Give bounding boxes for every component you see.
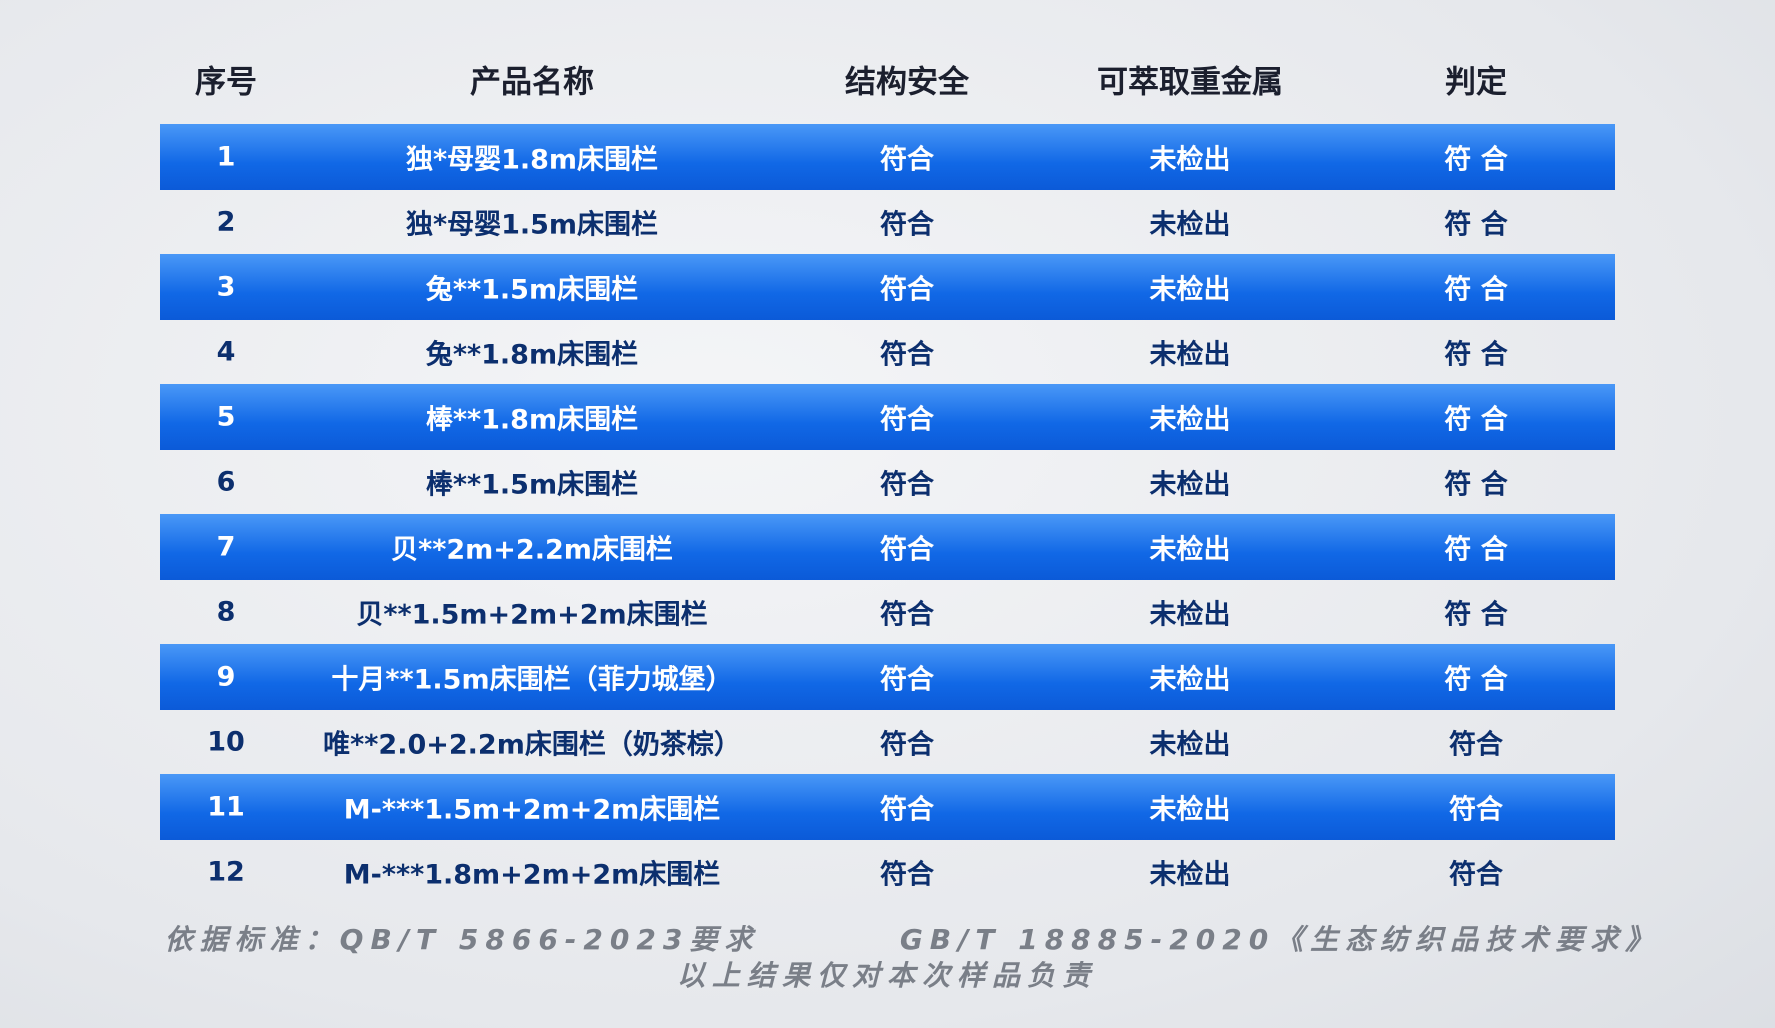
table-cell: 唯**2.0+2.2m床围栏（奶茶棕）: [323, 729, 741, 761]
table-cell: 符 合: [1444, 534, 1508, 566]
table-cell: 十月**1.5m床围栏（菲力城堡）: [331, 664, 733, 696]
table-cell: 符合: [880, 404, 934, 436]
table-cell: 未检出: [1149, 144, 1231, 176]
table-cell: 未检出: [1149, 664, 1231, 696]
table-cell: 符 合: [1444, 144, 1508, 176]
table-cell: 符合: [880, 144, 934, 176]
table-cell: 5: [216, 401, 236, 433]
table-cell: 12: [207, 856, 245, 888]
table-cell: 2: [216, 206, 236, 238]
table-cell: 7: [216, 531, 236, 563]
table-cell: 11: [207, 791, 245, 823]
row-band: [160, 254, 1615, 320]
table-cell: 独*母婴1.5m床围栏: [405, 209, 659, 241]
table-cell: 符 合: [1444, 664, 1508, 696]
table-cell: 符合: [880, 729, 934, 761]
table-cell: 符合: [880, 599, 934, 631]
table-cell: 符合: [880, 794, 934, 826]
table-cell: 棒**1.8m床围栏: [425, 404, 639, 436]
table-cell: 贝**1.5m+2m+2m床围栏: [356, 599, 708, 631]
table-cell: 未检出: [1149, 859, 1231, 891]
header-cell: 序号: [195, 64, 257, 101]
table-cell: 8: [216, 596, 236, 628]
table-cell: 独*母婴1.8m床围栏: [405, 144, 659, 176]
table-cell: M-***1.5m+2m+2m床围栏: [343, 794, 721, 826]
table-cell: 符合: [880, 339, 934, 371]
table-cell: 符合: [1449, 729, 1503, 761]
table-cell: 符合: [880, 274, 934, 306]
table-cell: 1: [216, 141, 236, 173]
table-cell: 未检出: [1149, 599, 1231, 631]
table-cell: 符 合: [1444, 469, 1508, 501]
table-cell: 4: [216, 336, 236, 368]
table-cell: 6: [216, 466, 236, 498]
table-cell: 3: [216, 271, 236, 303]
table-cell: 符合: [880, 859, 934, 891]
table-cell: 未检出: [1149, 274, 1231, 306]
table-cell: 符 合: [1444, 404, 1508, 436]
table-cell: 兔**1.5m床围栏: [425, 274, 639, 306]
footer-standard: 依据标准：QB/T 5866-2023要求: [164, 923, 760, 956]
table-cell: 符合: [880, 209, 934, 241]
table-cell: 未检出: [1149, 404, 1231, 436]
table-cell: M-***1.8m+2m+2m床围栏: [343, 859, 721, 891]
table-cell: 符 合: [1444, 274, 1508, 306]
row-band: [160, 384, 1615, 450]
table-cell: 10: [207, 726, 245, 758]
table-cell: 符合: [880, 469, 934, 501]
table-cell: 符 合: [1444, 339, 1508, 371]
table-cell: 符 合: [1444, 209, 1508, 241]
table-cell: 符合: [1449, 859, 1503, 891]
table-cell: 兔**1.8m床围栏: [425, 339, 639, 371]
table-cell: 符合: [1449, 794, 1503, 826]
table-cell: 未检出: [1149, 534, 1231, 566]
table-cell: 符合: [880, 664, 934, 696]
table-cell: 9: [216, 661, 236, 693]
row-band: [160, 514, 1615, 580]
row-band: [160, 774, 1615, 840]
footer-standard: GB/T 18885-2020《生态纺织品技术要求》: [899, 923, 1661, 956]
header-cell: 产品名称: [470, 64, 594, 101]
table-cell: 符 合: [1444, 599, 1508, 631]
table-cell: 未检出: [1149, 469, 1231, 501]
table-cell: 未检出: [1149, 794, 1231, 826]
footer-note: 以上结果仅对本次样品负责: [676, 959, 1098, 992]
table-cell: 棒**1.5m床围栏: [425, 469, 639, 501]
table-cell: 贝**2m+2.2m床围栏: [391, 534, 673, 566]
row-band: [160, 124, 1615, 190]
table-cell: 符合: [880, 534, 934, 566]
header-cell: 可萃取重金属: [1097, 64, 1283, 101]
table-cell: 未检出: [1149, 729, 1231, 761]
row-band: [160, 644, 1615, 710]
table-cell: 未检出: [1149, 339, 1231, 371]
table-cell: 未检出: [1149, 209, 1231, 241]
header-cell: 结构安全: [845, 64, 969, 101]
header-cell: 判定: [1445, 64, 1507, 101]
